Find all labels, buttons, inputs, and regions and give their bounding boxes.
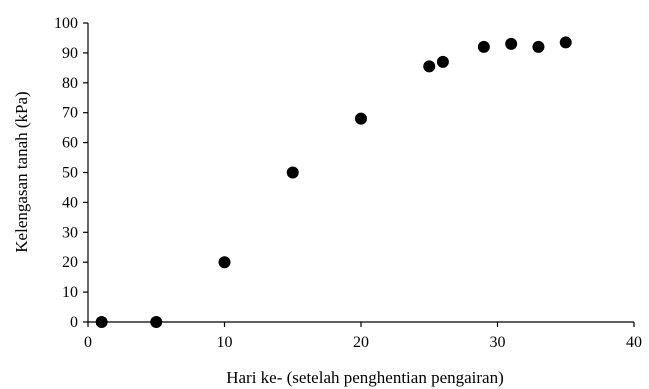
data-points: [95, 36, 572, 328]
data-point: [150, 316, 163, 328]
ticks: 0 10 20 30 40 50 60 70 80 90 100 0 10 20 30 40: [54, 15, 642, 351]
data-point: [436, 55, 449, 68]
y-tick-label: 0: [70, 314, 78, 331]
y-tick-label: 60: [62, 135, 78, 152]
data-point: [218, 256, 231, 269]
data-point: [95, 316, 108, 328]
x-axis-title: Hari ke- (setelah penghentian pengairan): [226, 368, 504, 387]
y-tick-label: 10: [62, 284, 78, 301]
data-point: [286, 166, 299, 179]
x-tick-label: 10: [217, 334, 233, 351]
data-point: [505, 37, 518, 50]
x-tick-label: 0: [84, 334, 92, 351]
x-tick-label: 20: [353, 334, 369, 351]
y-tick-label: 20: [62, 254, 78, 271]
y-tick-label: 100: [54, 15, 78, 32]
y-tick-label: 70: [62, 105, 78, 122]
y-tick-label: 80: [62, 75, 78, 92]
y-axis-title: Kelengasan tanah (kPa): [12, 91, 31, 252]
y-tick-label: 90: [62, 45, 78, 62]
data-point: [477, 40, 490, 53]
y-tick-label: 30: [62, 224, 78, 241]
axes: [87, 23, 634, 323]
data-point: [532, 40, 545, 53]
y-tick-label: 50: [62, 165, 78, 182]
x-tick-label: 40: [626, 334, 642, 351]
data-point: [355, 112, 367, 125]
data-point: [423, 60, 436, 73]
x-tick-label: 30: [490, 334, 506, 351]
y-tick-label: 40: [62, 194, 78, 211]
data-point: [559, 36, 572, 49]
